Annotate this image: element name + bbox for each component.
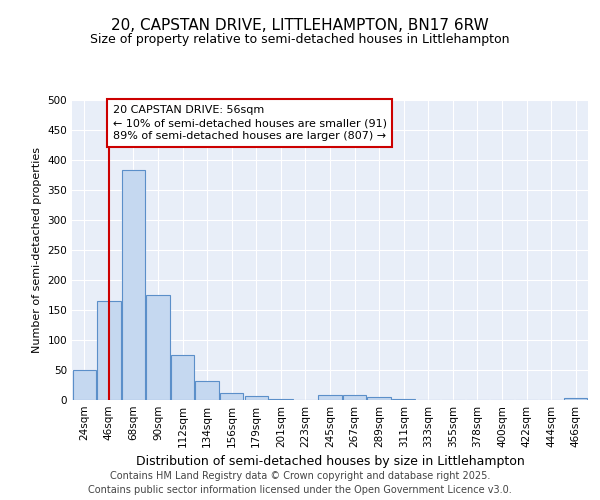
- X-axis label: Distribution of semi-detached houses by size in Littlehampton: Distribution of semi-detached houses by …: [136, 456, 524, 468]
- Text: Contains HM Land Registry data © Crown copyright and database right 2025.
Contai: Contains HM Land Registry data © Crown c…: [88, 471, 512, 495]
- Bar: [367, 397, 391, 400]
- Bar: [146, 295, 170, 400]
- Bar: [564, 398, 587, 400]
- Text: 20, CAPSTAN DRIVE, LITTLEHAMPTON, BN17 6RW: 20, CAPSTAN DRIVE, LITTLEHAMPTON, BN17 6…: [111, 18, 489, 32]
- Bar: [392, 399, 415, 400]
- Bar: [196, 382, 219, 400]
- Text: 20 CAPSTAN DRIVE: 56sqm
← 10% of semi-detached houses are smaller (91)
89% of se: 20 CAPSTAN DRIVE: 56sqm ← 10% of semi-de…: [113, 105, 386, 141]
- Bar: [319, 395, 341, 400]
- Bar: [97, 301, 121, 400]
- Bar: [245, 396, 268, 400]
- Bar: [220, 393, 244, 400]
- Text: Size of property relative to semi-detached houses in Littlehampton: Size of property relative to semi-detach…: [90, 32, 510, 46]
- Bar: [73, 370, 96, 400]
- Bar: [122, 170, 145, 400]
- Bar: [171, 355, 194, 400]
- Bar: [343, 394, 366, 400]
- Y-axis label: Number of semi-detached properties: Number of semi-detached properties: [32, 147, 42, 353]
